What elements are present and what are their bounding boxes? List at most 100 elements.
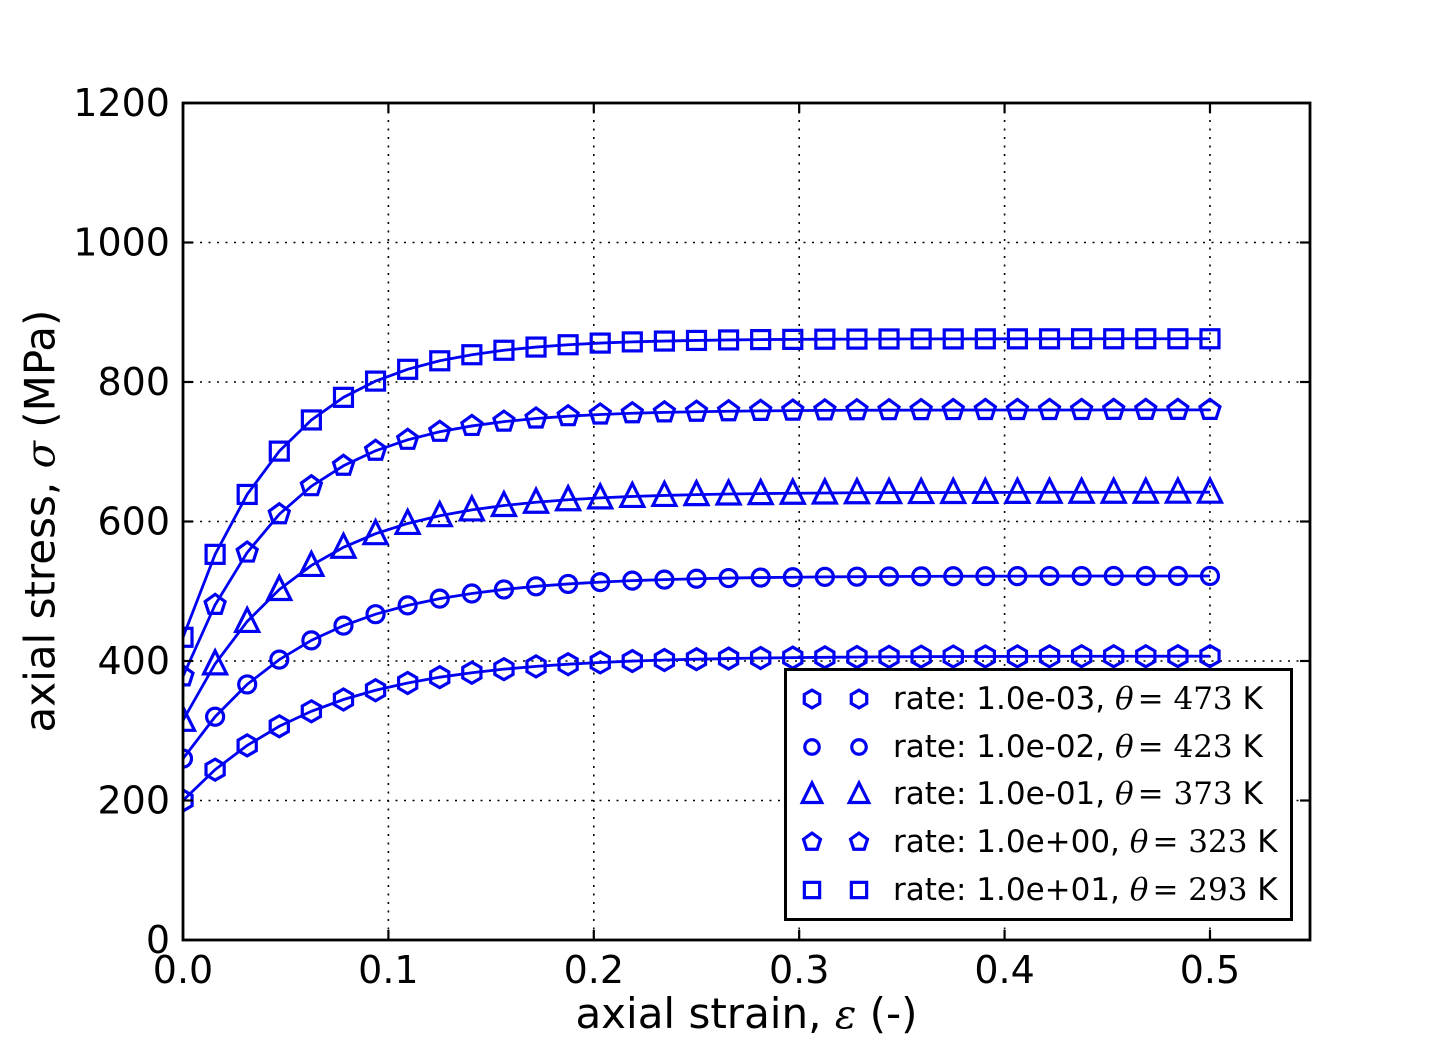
legend-label: rate: 1.0e-02, θ = 423 K: [893, 728, 1263, 765]
marker-circle: [590, 572, 611, 593]
marker-pentagon: [235, 540, 260, 563]
marker-square: [204, 543, 226, 565]
marker-square: [717, 329, 740, 351]
legend-label: rate: 1.0e-03, θ = 473 K: [893, 680, 1263, 717]
x-axis-label-symbol: ε: [834, 992, 857, 1038]
marker-square: [493, 339, 515, 361]
marker-circle: [365, 604, 386, 625]
series-group: [183, 328, 1225, 813]
marker-hexagon: [1167, 643, 1189, 669]
marker-pentagon: [716, 398, 741, 422]
marker-circle: [301, 630, 322, 651]
marker-circle: [850, 737, 868, 756]
marker-pentagon: [812, 397, 837, 421]
x-tick-label: 0.5: [1180, 948, 1240, 992]
marker-pentagon: [524, 406, 548, 429]
marker-pentagon: [363, 438, 388, 461]
marker-hexagon: [974, 644, 997, 669]
marker-triangle: [586, 481, 615, 510]
marker-hexagon: [332, 687, 355, 712]
marker-hexagon: [1135, 643, 1157, 669]
marker-square: [397, 358, 419, 380]
legend-marker-triangle: [799, 779, 872, 805]
marker-hexagon: [653, 647, 676, 673]
marker-hexagon: [717, 646, 740, 671]
legend-entry: rate: 1.0e-01, θ = 373 K: [787, 772, 1290, 816]
marker-square: [300, 409, 322, 431]
marker-hexagon: [802, 688, 822, 710]
marker-triangle: [714, 477, 743, 506]
marker-triangle: [682, 478, 711, 507]
marker-triangle: [1067, 475, 1096, 504]
marker-pentagon: [877, 397, 901, 421]
marker-triangle: [1163, 475, 1192, 504]
marker-circle: [525, 576, 547, 597]
marker-circle: [1007, 566, 1028, 587]
marker-triangle: [265, 572, 294, 602]
marker-square: [461, 344, 483, 366]
marker-circle: [911, 566, 932, 587]
marker-triangle: [842, 476, 872, 505]
marker-square: [878, 328, 900, 350]
y-axis-label-symbol: σ: [18, 441, 65, 469]
marker-hexagon: [814, 644, 836, 670]
marker-triangle: [810, 476, 839, 505]
marker-pentagon: [203, 592, 227, 615]
legend-entry: rate: 1.0e+00, θ = 323 K: [787, 820, 1290, 864]
marker-pentagon: [556, 403, 580, 427]
marker-pentagon: [1037, 397, 1062, 421]
legend-entry: rate: 1.0e+01, θ = 293 K: [787, 868, 1290, 912]
marker-triangle: [971, 475, 1000, 505]
y-axis-label-text: axial stress,: [15, 468, 65, 733]
legend-marker-circle: [803, 737, 868, 756]
marker-triangle: [297, 548, 326, 578]
x-tick-label: 0.2: [564, 948, 624, 992]
marker-pentagon: [1133, 397, 1158, 420]
marker-hexagon: [685, 646, 708, 672]
marker-square: [525, 336, 547, 358]
marker-triangle: [1195, 475, 1225, 504]
x-tick-label: 0.1: [358, 948, 418, 992]
marker-circle: [750, 567, 771, 588]
marker-pentagon: [748, 398, 773, 421]
marker-hexagon: [236, 733, 258, 758]
y-axis-label: axial stress, σ (MPa): [16, 310, 65, 733]
marker-pentagon: [801, 831, 823, 852]
marker-square: [942, 328, 964, 350]
marker-pentagon: [848, 831, 870, 852]
marker-circle: [1039, 565, 1060, 587]
marker-circle: [1199, 565, 1221, 587]
y-tick-label: 200: [97, 779, 170, 823]
marker-square: [782, 328, 804, 350]
marker-hexagon: [849, 688, 869, 710]
marker-pentagon: [1166, 397, 1190, 420]
marker-pentagon: [1198, 397, 1222, 420]
marker-triangle: [650, 478, 679, 508]
marker-triangle: [939, 475, 968, 505]
marker-pentagon: [331, 453, 356, 476]
marker-square: [183, 626, 194, 648]
legend-label: rate: 1.0e-01, θ = 373 K: [893, 776, 1263, 813]
marker-square: [849, 880, 869, 900]
marker-hexagon: [589, 650, 611, 675]
marker-square: [1199, 328, 1221, 350]
marker-pentagon: [183, 663, 195, 687]
marker-triangle: [521, 485, 551, 514]
marker-hexagon: [1103, 643, 1125, 669]
x-axis-label: axial strain, ε (-): [183, 989, 1310, 1038]
marker-triangle: [1131, 475, 1160, 504]
marker-circle: [814, 566, 835, 587]
marker-square: [1103, 328, 1125, 350]
marker-circle: [803, 737, 821, 756]
marker-square: [364, 370, 387, 392]
marker-pentagon: [427, 419, 452, 442]
marker-square: [332, 386, 355, 408]
series-line-triangle: [183, 490, 1210, 721]
marker-circle: [1071, 565, 1092, 587]
marker-square: [1071, 328, 1093, 350]
marker-circle: [461, 583, 482, 604]
marker-hexagon: [1038, 643, 1061, 669]
marker-triangle: [1035, 475, 1064, 504]
marker-triangle: [425, 499, 454, 528]
marker-square: [1167, 328, 1189, 350]
